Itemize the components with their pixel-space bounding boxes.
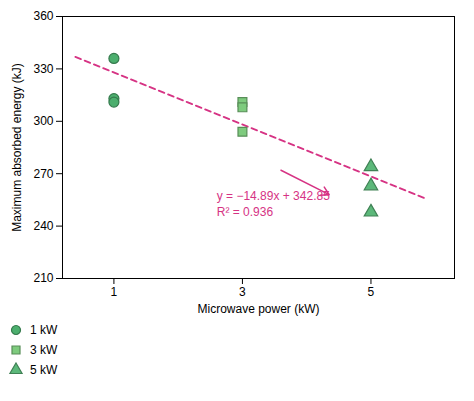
svg-text:330: 330 [33,62,53,76]
svg-text:240: 240 [33,219,53,233]
svg-text:270: 270 [33,167,53,181]
svg-text:Microwave power (kW): Microwave power (kW) [197,302,319,316]
html-text:3 kW: 3 kW [30,343,58,357]
svg-text:1: 1 [111,285,118,299]
svg-text:210: 210 [33,271,53,285]
svg-text:5: 5 [368,285,375,299]
svg-text:300: 300 [33,114,53,128]
svg-text:3: 3 [239,285,246,299]
html-text:1 kW: 1 kW [30,323,58,337]
svg-text:Maximum absorbed energy (kJ): Maximum absorbed energy (kJ) [10,63,24,232]
svg-text:360: 360 [33,9,53,23]
html-text:5 kW: 5 kW [30,363,58,377]
svg-text:y = −14.89x + 342.85R² = 0.936: y = −14.89x + 342.85R² = 0.936 [217,189,330,220]
